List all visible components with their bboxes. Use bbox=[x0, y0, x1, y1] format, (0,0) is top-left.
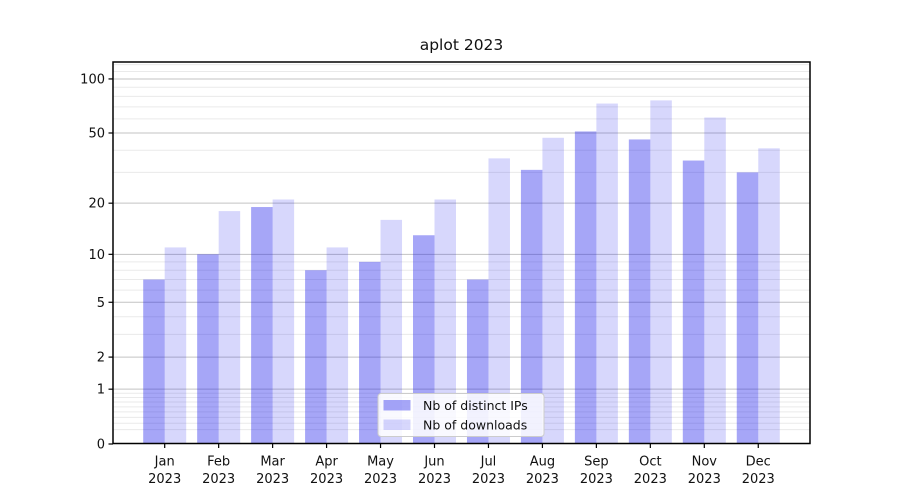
x-tick-label-month: Aug bbox=[530, 455, 555, 470]
y-tick-label: 50 bbox=[88, 126, 105, 141]
bar-distinct-ips-dec bbox=[736, 172, 759, 444]
bar-downloads-mar bbox=[272, 199, 295, 444]
bar-downloads-sep bbox=[596, 103, 618, 444]
x-tick-label-year: 2023 bbox=[418, 472, 451, 487]
chart-title: aplot 2023 bbox=[419, 36, 504, 54]
x-tick-label-year: 2023 bbox=[688, 472, 721, 487]
x-tick-label-month: Apr bbox=[315, 455, 338, 470]
x-tick-label-year: 2023 bbox=[202, 472, 235, 487]
x-tick-label-year: 2023 bbox=[256, 472, 289, 487]
bar-distinct-ips-apr bbox=[305, 270, 327, 444]
x-tick-label-year: 2023 bbox=[364, 472, 397, 487]
bar-downloads-aug bbox=[542, 137, 564, 444]
legend-swatch-downloads bbox=[383, 419, 411, 430]
x-tick-label-month: May bbox=[367, 455, 394, 470]
x-tick-label-year: 2023 bbox=[148, 472, 181, 487]
x-tick-label-year: 2023 bbox=[580, 472, 613, 487]
bar-downloads-may bbox=[380, 219, 403, 444]
y-tick-label: 100 bbox=[80, 72, 105, 87]
bar-downloads-oct bbox=[650, 100, 672, 444]
bar-distinct-ips-jun bbox=[413, 235, 435, 444]
x-tick-label-month: Nov bbox=[692, 455, 718, 470]
bar-downloads-apr bbox=[326, 247, 349, 444]
y-tick-label: 20 bbox=[88, 197, 105, 212]
legend-box bbox=[377, 393, 545, 437]
x-tick-label-year: 2023 bbox=[472, 472, 505, 487]
x-tick-label-month: Feb bbox=[207, 455, 230, 470]
bar-downloads-jan bbox=[164, 247, 187, 444]
x-tick-label-month: Jan bbox=[154, 455, 175, 470]
x-tick-label-year: 2023 bbox=[310, 472, 343, 487]
bar-distinct-ips-may bbox=[359, 261, 381, 444]
bar-distinct-ips-mar bbox=[251, 207, 273, 444]
plot-border bbox=[112, 61, 811, 445]
x-tick-label-month: Sep bbox=[584, 455, 609, 470]
x-tick-label-month: Mar bbox=[260, 455, 285, 470]
x-tick-label-month: Dec bbox=[746, 455, 771, 470]
y-tick-label: 2 bbox=[97, 351, 105, 366]
bar-downloads-jun bbox=[434, 199, 456, 444]
y-tick-label: 0 bbox=[97, 438, 105, 453]
bar-downloads-nov bbox=[704, 117, 726, 444]
bar-distinct-ips-jan bbox=[143, 279, 165, 444]
bar-distinct-ips-aug bbox=[520, 169, 543, 444]
x-tick-label-month: Jul bbox=[480, 455, 497, 470]
x-tick-label-month: Jun bbox=[423, 455, 444, 470]
bar-downloads-feb bbox=[218, 211, 241, 444]
x-tick-label-month: Oct bbox=[639, 455, 661, 470]
legend-label-distinct-ips: Nb of distinct IPs bbox=[423, 398, 528, 413]
bar-distinct-ips-sep bbox=[574, 131, 597, 444]
x-tick-label-year: 2023 bbox=[742, 472, 775, 487]
bar-downloads-dec bbox=[758, 148, 780, 444]
bar-distinct-ips-oct bbox=[628, 139, 651, 444]
x-tick-label-year: 2023 bbox=[526, 472, 559, 487]
legend-swatch-distinct-ips bbox=[383, 400, 411, 411]
bar-distinct-ips-nov bbox=[682, 160, 705, 444]
y-tick-label: 5 bbox=[97, 296, 105, 311]
bar-distinct-ips-feb bbox=[197, 254, 219, 444]
x-tick-label-year: 2023 bbox=[634, 472, 667, 487]
y-tick-label: 1 bbox=[97, 383, 105, 398]
y-tick-label: 10 bbox=[88, 248, 105, 263]
legend-label-downloads: Nb of downloads bbox=[423, 418, 527, 433]
bar-downloads-jul bbox=[488, 158, 510, 444]
